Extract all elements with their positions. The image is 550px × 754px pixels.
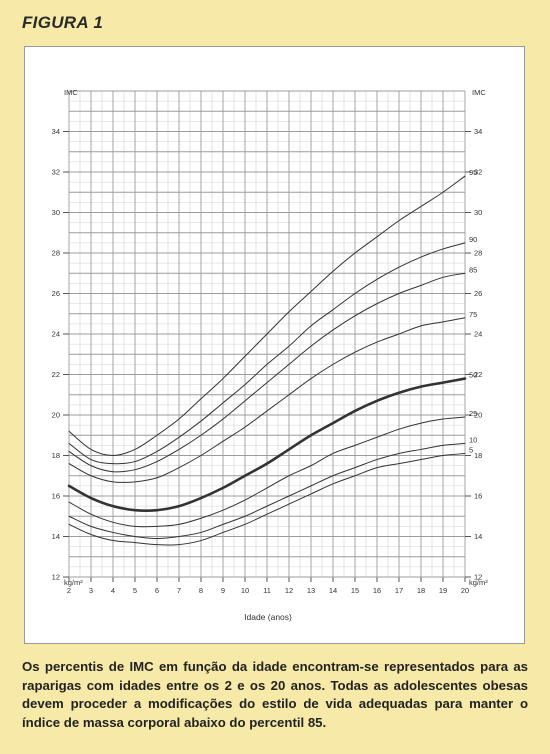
percentile-label-10: 10 (469, 435, 477, 444)
percentile-curve-95 (68, 175, 466, 457)
y-tick-label: 12 (52, 573, 60, 582)
percentile-label-25: 25 (469, 409, 477, 418)
y-axis-unit-left: kg/m² (64, 578, 83, 587)
percentile-labels: 95 90 85 75 50 25 105 (469, 168, 477, 454)
y-axis-right: 12 14 16 18 20 22 24 26 28 30 32 34 (465, 127, 482, 582)
x-tick-label: 18 (417, 586, 425, 595)
y-tick-label: 24 (52, 330, 60, 339)
x-tick-label: 14 (329, 586, 337, 595)
y-tick-label: 18 (52, 451, 60, 460)
y-tick-label: 16 (52, 492, 60, 501)
percentile-curve-25 (68, 416, 466, 528)
y-tick-label: 16 (474, 492, 482, 501)
percentile-label-95: 95 (469, 168, 477, 177)
y-axis-left: 12 14 16 18 20 22 24 26 28 30 32 34 (52, 127, 69, 582)
x-tick-label: 10 (241, 586, 249, 595)
x-axis: 2 3 4 5 6 7 8 9 10 11 12 13 14 15 16 17 18 19 20 (67, 586, 469, 595)
percentile-curve-75 (68, 317, 466, 483)
x-tick-label: 4 (111, 586, 115, 595)
figure-title: FIGURA 1 (22, 13, 104, 32)
percentile-curve-85 (68, 272, 466, 473)
x-tick-label: 20 (461, 586, 469, 595)
chart-panel: 12 14 16 18 20 22 24 26 28 30 32 34 12 14 16 18 20 22 24 2… (24, 46, 525, 644)
x-tick-label: 11 (263, 586, 271, 595)
percentile-curve-5 (68, 452, 466, 546)
y-tick-label: 32 (52, 168, 60, 177)
y-axis-title-right: IMC (472, 88, 486, 97)
y-tick-label: 34 (52, 127, 60, 136)
figure-caption: Os percentis de IMC em função da idade e… (22, 659, 528, 730)
x-tick-label: 8 (199, 586, 203, 595)
y-tick-label: 30 (474, 208, 482, 217)
x-tick-label: 5 (133, 586, 137, 595)
x-tick-label: 2 (67, 586, 71, 595)
y-tick-label: 34 (474, 127, 482, 136)
y-tick-label: 20 (474, 411, 482, 420)
percentile-label-85: 85 (469, 265, 477, 274)
y-tick-label: 14 (52, 532, 60, 541)
x-tick-label: 6 (155, 586, 159, 595)
x-axis-title: Idade (anos) (244, 612, 292, 622)
y-tick-label: 14 (474, 532, 482, 541)
y-tick-label: 20 (52, 411, 60, 420)
percentile-label-5: 5 (469, 445, 473, 454)
y-tick-label: 28 (474, 249, 482, 258)
x-tick-label: 13 (307, 586, 315, 595)
y-tick-label: 24 (474, 330, 482, 339)
percentile-label-75: 75 (469, 310, 477, 319)
y-tick-label: 22 (474, 370, 482, 379)
y-tick-label: 32 (474, 168, 482, 177)
percentile-curve-90 (68, 242, 466, 465)
percentile-curves (67, 175, 467, 546)
percentile-curve-50 (67, 377, 467, 512)
percentile-label-90: 90 (469, 235, 477, 244)
percentile-label-50: 50 (469, 371, 477, 380)
y-tick-label: 18 (474, 451, 482, 460)
percentile-curve-10 (68, 442, 466, 540)
x-tick-label: 15 (351, 586, 359, 595)
x-tick-label: 19 (439, 586, 447, 595)
y-tick-label: 28 (52, 249, 60, 258)
x-tick-label: 12 (285, 586, 293, 595)
x-tick-label: 7 (177, 586, 181, 595)
y-tick-label: 26 (474, 289, 482, 298)
x-tick-label: 3 (89, 586, 93, 595)
y-tick-label: 12 (474, 573, 482, 582)
y-axis-title-left: IMC (64, 88, 78, 97)
y-tick-label: 22 (52, 370, 60, 379)
x-tick-label: 9 (221, 586, 225, 595)
x-tick-label: 17 (395, 586, 403, 595)
y-axis-unit-right: kg/m² (469, 578, 488, 587)
x-tick-label: 16 (373, 586, 381, 595)
y-tick-label: 30 (52, 208, 60, 217)
y-tick-label: 26 (52, 289, 60, 298)
